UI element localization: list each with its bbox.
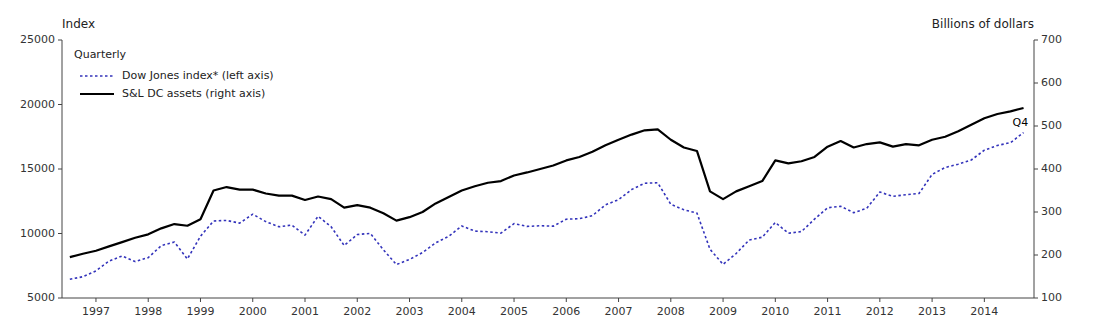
x-tick-label: 2004 xyxy=(448,305,476,318)
x-tick-label: 2013 xyxy=(918,305,946,318)
chart: 1997199819992000200120022003200420052006… xyxy=(0,0,1098,330)
y2-axis-title: Billions of dollars xyxy=(932,17,1034,31)
series-line xyxy=(70,133,1024,280)
y-tick-label: 25000 xyxy=(20,33,55,46)
x-tick-label: 2005 xyxy=(500,305,528,318)
y2-tick xyxy=(1034,40,1038,41)
x-tick xyxy=(305,298,306,302)
x-tick-label: 2000 xyxy=(239,305,267,318)
x-tick xyxy=(775,298,776,302)
x-tick-label: 2003 xyxy=(396,305,424,318)
y-tick-label: 10000 xyxy=(20,227,55,240)
y2-tick-label: 700 xyxy=(1041,33,1062,46)
x-tick-label: 2010 xyxy=(761,305,789,318)
x-tick-label: 2001 xyxy=(291,305,319,318)
x-tick-label: 1998 xyxy=(134,305,162,318)
x-tick xyxy=(670,298,671,302)
x-tick xyxy=(148,298,149,302)
x-tick-label: 2002 xyxy=(343,305,371,318)
x-tick xyxy=(932,298,933,302)
y2-tick-label: 600 xyxy=(1041,76,1062,89)
x-tick xyxy=(827,298,828,302)
x-tick-label: 2011 xyxy=(814,305,842,318)
x-tick-label: 2007 xyxy=(605,305,633,318)
x-tick-label: 2006 xyxy=(552,305,580,318)
x-tick xyxy=(879,298,880,302)
legend-swatch xyxy=(80,93,114,95)
y-tick-label: 5000 xyxy=(27,291,55,304)
x-tick-label: 2008 xyxy=(657,305,685,318)
x-tick-label: 2012 xyxy=(866,305,894,318)
legend-label: Dow Jones index* (left axis) xyxy=(122,69,274,82)
x-tick xyxy=(252,298,253,302)
legend-swatch xyxy=(80,75,114,77)
x-tick-label: 2009 xyxy=(709,305,737,318)
x-tick xyxy=(984,298,985,302)
x-tick xyxy=(514,298,515,302)
axes: 1997199819992000200120022003200420052006… xyxy=(20,33,1062,318)
x-tick xyxy=(461,298,462,302)
series-group xyxy=(70,108,1024,279)
x-tick xyxy=(566,298,567,302)
y-axis-title: Index xyxy=(62,17,95,31)
x-axis-line xyxy=(62,298,1034,299)
series-line xyxy=(70,108,1024,257)
y2-tick xyxy=(1034,298,1038,299)
y-tick xyxy=(58,104,62,105)
x-tick xyxy=(618,298,619,302)
x-tick xyxy=(723,298,724,302)
subtitle: Quarterly xyxy=(74,48,127,61)
y2-tick-label: 300 xyxy=(1041,205,1062,218)
y2-tick-label: 500 xyxy=(1041,119,1062,132)
legend: Dow Jones index* (left axis) S&L DC asset… xyxy=(80,69,274,100)
y2-tick-label: 200 xyxy=(1041,248,1062,261)
y-tick xyxy=(58,233,62,234)
x-tick-label: 1999 xyxy=(186,305,214,318)
y2-tick xyxy=(1034,83,1038,84)
y-tick-label: 20000 xyxy=(20,98,55,111)
y2-tick xyxy=(1034,126,1038,127)
y-tick xyxy=(58,169,62,170)
x-tick xyxy=(357,298,358,302)
y-tick xyxy=(58,298,62,299)
annotation: Q4 xyxy=(1012,116,1028,129)
legend-label: S&L DC assets (right axis) xyxy=(122,87,265,100)
x-tick xyxy=(409,298,410,302)
x-tick xyxy=(200,298,201,302)
x-tick xyxy=(95,298,96,302)
y-tick-label: 15000 xyxy=(20,162,55,175)
y2-tick-label: 400 xyxy=(1041,162,1062,175)
y2-tick xyxy=(1034,169,1038,170)
y-tick xyxy=(58,40,62,41)
x-tick-label: 2014 xyxy=(970,305,998,318)
y2-tick xyxy=(1034,255,1038,256)
y2-tick-label: 100 xyxy=(1041,291,1062,304)
y2-tick xyxy=(1034,212,1038,213)
x-tick-label: 1997 xyxy=(82,305,110,318)
